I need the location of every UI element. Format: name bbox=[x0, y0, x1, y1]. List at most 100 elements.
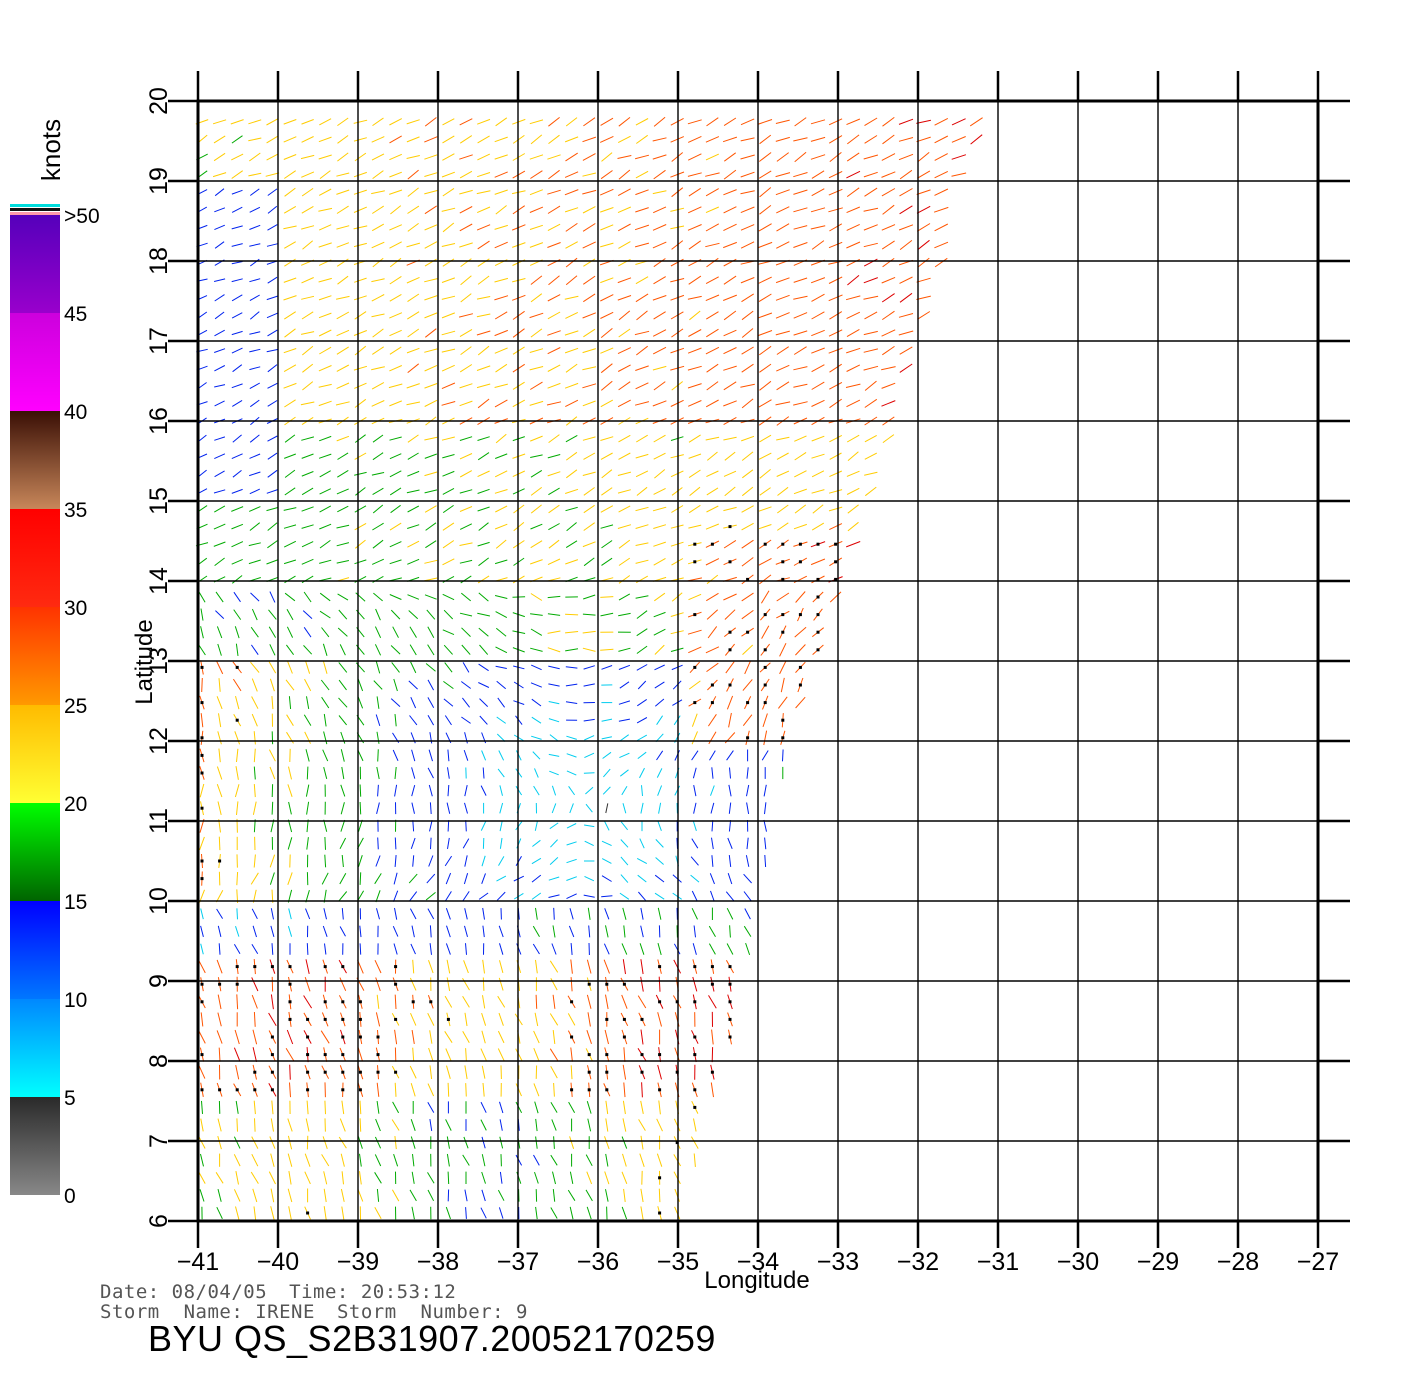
wind-vector bbox=[583, 452, 596, 460]
wind-vector bbox=[741, 398, 754, 409]
wind-vector bbox=[231, 225, 243, 230]
wind-vector bbox=[499, 802, 504, 814]
wind-vector bbox=[688, 646, 702, 654]
latitude-tick-label: 12 bbox=[145, 727, 173, 755]
wind-vector bbox=[794, 451, 807, 461]
wind-vector bbox=[459, 489, 473, 494]
wind-vector bbox=[497, 995, 506, 1008]
wind-vector bbox=[353, 137, 367, 142]
wind-vector bbox=[266, 506, 279, 512]
wind-vector bbox=[393, 872, 398, 885]
wind-vector bbox=[394, 837, 397, 850]
wind-vector bbox=[249, 152, 261, 162]
wind-vector bbox=[394, 855, 397, 867]
wind-vector bbox=[793, 172, 808, 178]
wind-vector bbox=[513, 522, 525, 532]
wind-vector bbox=[354, 471, 367, 476]
wind-vector bbox=[446, 1065, 451, 1079]
wind-vector bbox=[687, 365, 702, 371]
rain-flag-marker bbox=[218, 1088, 222, 1092]
wind-vector bbox=[552, 1189, 556, 1202]
wind-vector bbox=[374, 1136, 382, 1149]
wind-vector bbox=[336, 488, 349, 495]
wind-vector bbox=[693, 1153, 696, 1167]
wind-vector bbox=[653, 116, 666, 127]
wind-vector bbox=[619, 734, 629, 742]
rain-flag-marker bbox=[622, 1017, 626, 1021]
wind-vector bbox=[463, 749, 469, 761]
wind-vector bbox=[476, 313, 491, 318]
wind-vector bbox=[392, 749, 399, 762]
wind-vector bbox=[776, 206, 790, 214]
wind-vector bbox=[723, 169, 737, 180]
wind-vector bbox=[287, 1153, 293, 1167]
wind-vector bbox=[547, 223, 561, 232]
wind-vector bbox=[635, 189, 649, 196]
wind-vector bbox=[706, 117, 719, 127]
wind-vector bbox=[231, 294, 243, 302]
wind-vector bbox=[303, 627, 312, 638]
wind-vector bbox=[530, 328, 543, 338]
wind-vector bbox=[619, 769, 629, 777]
storm-number-label: Storm Number: bbox=[336, 1301, 505, 1323]
wind-vector bbox=[565, 152, 578, 162]
wind-vector bbox=[601, 858, 612, 864]
wind-vector bbox=[266, 489, 279, 494]
wind-vector bbox=[269, 766, 276, 780]
wind-vector bbox=[512, 118, 526, 125]
wind-vector bbox=[828, 347, 843, 354]
wind-vector bbox=[569, 1136, 575, 1149]
wind-vector bbox=[617, 206, 632, 214]
wind-vector bbox=[212, 119, 227, 125]
wind-vector bbox=[653, 557, 666, 566]
wind-vector bbox=[583, 504, 595, 514]
wind-vector bbox=[600, 436, 614, 441]
wind-vector bbox=[214, 241, 225, 249]
rain-flag-marker bbox=[728, 1000, 732, 1004]
wind-vector bbox=[636, 486, 648, 496]
wind-vector bbox=[353, 242, 367, 248]
wind-vector bbox=[390, 609, 401, 620]
longitude-tick-label: −37 bbox=[497, 1248, 539, 1276]
wind-vector bbox=[670, 630, 684, 635]
wind-vector bbox=[375, 890, 381, 903]
rain-flag-marker bbox=[816, 648, 820, 652]
wind-vector bbox=[494, 295, 509, 301]
wind-vector bbox=[587, 1118, 592, 1132]
wind-vector bbox=[534, 1101, 539, 1114]
wind-vector bbox=[565, 488, 579, 494]
wind-vector bbox=[231, 261, 243, 265]
wind-vector bbox=[881, 240, 895, 250]
wind-vector bbox=[617, 399, 631, 408]
wind-vector bbox=[442, 540, 455, 549]
time-label: Time: bbox=[289, 1281, 349, 1303]
rain-flag-marker bbox=[728, 1017, 732, 1021]
wind-vector bbox=[427, 626, 435, 638]
wind-vector bbox=[249, 278, 261, 283]
wind-vector bbox=[674, 785, 681, 796]
rain-flag-marker bbox=[570, 1000, 574, 1004]
legend-cap bbox=[10, 212, 60, 215]
rain-flag-marker bbox=[200, 859, 204, 863]
wind-vector bbox=[548, 523, 560, 531]
wind-vector bbox=[231, 347, 243, 354]
rain-flag-marker bbox=[781, 630, 785, 634]
wind-vector bbox=[569, 803, 574, 814]
rain-flag-marker bbox=[693, 560, 697, 564]
rain-flag-marker bbox=[693, 1053, 697, 1057]
wind-vector bbox=[706, 609, 719, 620]
wind-vector bbox=[513, 892, 524, 900]
wind-vector bbox=[828, 207, 843, 213]
wind-vector bbox=[288, 696, 292, 710]
wind-vector bbox=[373, 592, 383, 602]
wind-vector bbox=[214, 365, 226, 372]
wind-vector bbox=[322, 643, 328, 656]
wind-vector bbox=[529, 366, 544, 371]
wind-vector bbox=[497, 1030, 505, 1044]
wind-vector bbox=[530, 504, 542, 514]
wind-vector bbox=[429, 802, 432, 815]
wind-vector bbox=[534, 1012, 539, 1027]
wind-vector bbox=[674, 1188, 680, 1202]
wind-vector bbox=[621, 1171, 628, 1184]
wind-vector bbox=[443, 698, 454, 707]
